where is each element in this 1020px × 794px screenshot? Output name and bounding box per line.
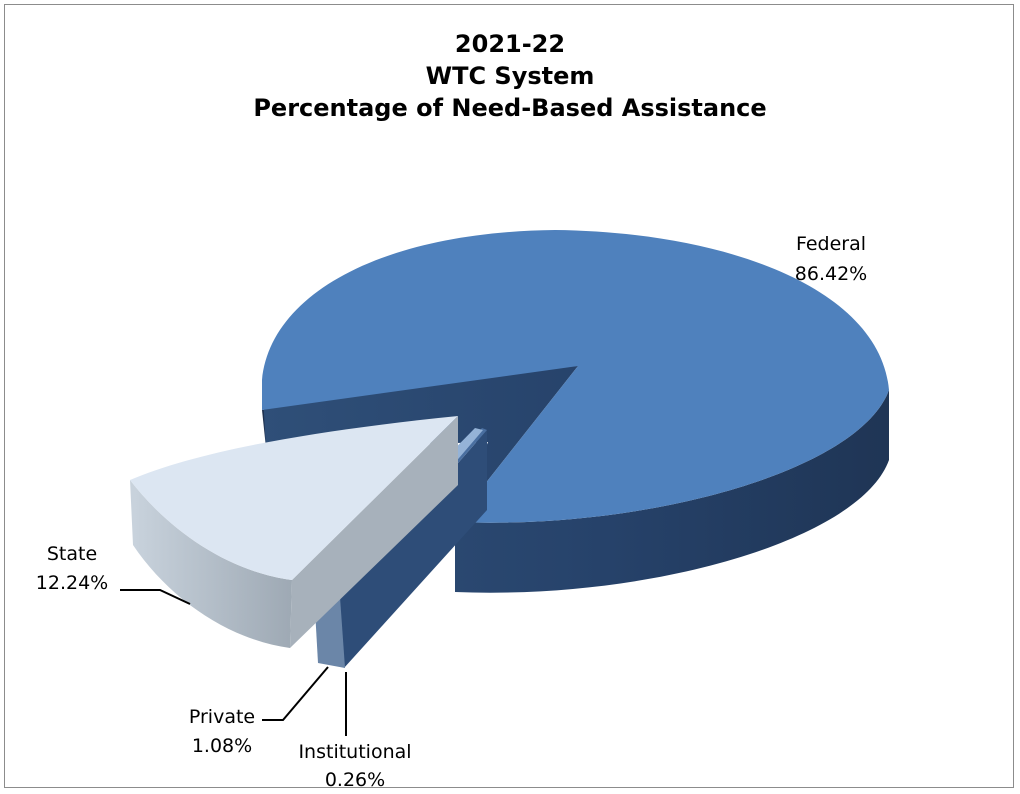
state-top bbox=[130, 416, 458, 580]
label-federal-name: Federal bbox=[796, 233, 866, 255]
private-leader-line bbox=[262, 666, 329, 721]
slice-state bbox=[130, 416, 458, 648]
label-private-value: 1.08% bbox=[192, 735, 252, 757]
title-line-1: 2021-22 bbox=[454, 30, 566, 58]
state-cut-face bbox=[290, 416, 458, 648]
state-leader-line bbox=[120, 589, 191, 605]
label-state-value: 12.24% bbox=[36, 572, 108, 594]
federal-top bbox=[262, 230, 889, 523]
label-institutional-name: Institutional bbox=[298, 741, 411, 763]
label-federal-value: 86.42% bbox=[795, 263, 867, 285]
chart-title: 2021-22 WTC System Percentage of Need-Ba… bbox=[0, 28, 1020, 124]
state-side bbox=[130, 480, 292, 648]
label-institutional-value: 0.26% bbox=[325, 769, 385, 791]
label-private-name: Private bbox=[189, 706, 255, 728]
title-line-3: Percentage of Need-Based Assistance bbox=[253, 94, 767, 122]
title-line-2: WTC System bbox=[425, 62, 595, 90]
label-state-name: State bbox=[47, 543, 97, 565]
